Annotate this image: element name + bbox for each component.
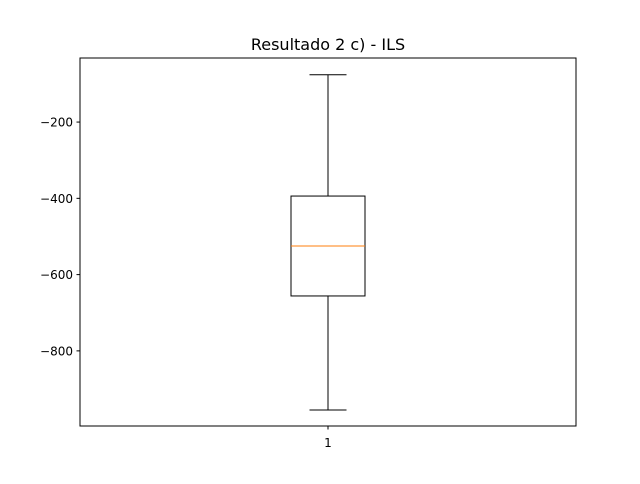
y-axis: −200 −400 −600 −800 [40,116,80,358]
box-series [290,74,366,411]
chart-title: Resultado 2 c) - ILS [251,35,405,54]
y-tick-label: −400 [40,192,73,206]
x-axis: 1 [324,426,332,450]
y-tick-label: −600 [40,268,73,282]
y-tick-label: −800 [40,344,73,358]
y-tick-label: −200 [40,116,73,130]
x-tick-label: 1 [324,436,332,450]
